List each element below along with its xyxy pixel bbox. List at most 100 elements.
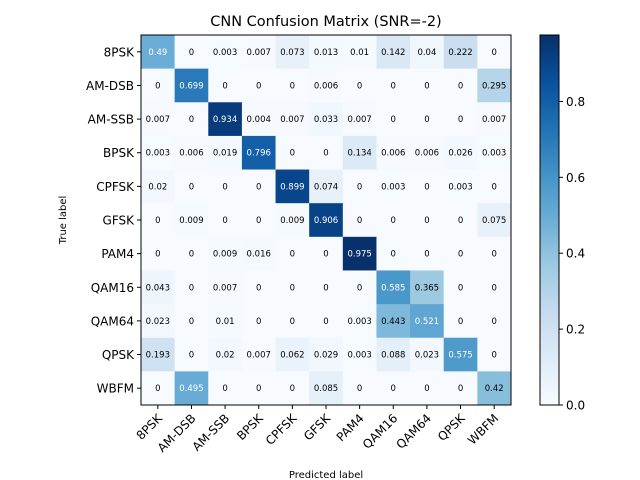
cell-value-label: 0.934 (213, 115, 237, 125)
cell-value-label: 0 (256, 317, 261, 327)
heatmap-cell (376, 236, 411, 271)
cell-value-label: 0 (458, 384, 463, 394)
colorbar-tick-label: 0.2 (566, 323, 585, 337)
heatmap-cell (443, 337, 478, 372)
y-tick-label: AM-SSB (88, 113, 134, 127)
y-axis-ticks: 8PSK AM-DSB AM-SSB BPSK CPFSK GFSK PAM4 QAM16 QA… (86, 45, 141, 396)
cell-value-label: 0 (491, 317, 496, 327)
heatmap-cell (477, 102, 512, 137)
cell-value-label: 0 (357, 384, 362, 394)
cell-value-label: 0 (189, 48, 194, 58)
cell-value-label: 0 (323, 149, 328, 159)
heatmap-cell (309, 68, 344, 103)
cell-value-label: 0.42 (485, 384, 504, 394)
cell-value-label: 0 (391, 216, 396, 226)
heatmap-cell (275, 35, 310, 70)
cell-value-label: 0.075 (482, 216, 506, 226)
cell-value-label: 0.007 (213, 283, 237, 293)
heatmap-cell (309, 270, 344, 305)
heatmap-cell (208, 337, 243, 372)
heatmap-cell (376, 337, 411, 372)
cell-value-label: 0 (424, 384, 429, 394)
heatmap-cell (241, 304, 277, 339)
cell-value-label: 0.007 (347, 115, 371, 125)
heatmap-cell (443, 68, 478, 103)
cell-value-label: 0 (357, 216, 362, 226)
cell-value-label: 0 (290, 283, 295, 293)
heatmap-cell (208, 135, 243, 171)
cell-value-label: 0 (323, 250, 328, 260)
cell-value-label: 0 (458, 250, 463, 260)
cell-value-label: 0.003 (448, 182, 472, 192)
heatmap-cell (342, 236, 377, 271)
heatmap-cell (376, 169, 411, 204)
cell-value-label: 0 (357, 81, 362, 91)
heatmap-cell (174, 68, 209, 103)
x-tick-label: CPFSK (263, 410, 300, 447)
cell-value-label: 0 (458, 317, 463, 327)
cell-value-label: 0.04 (417, 48, 436, 58)
cell-value-label: 0.074 (314, 182, 338, 192)
heatmap-cell (241, 135, 277, 171)
heatmap-cell (241, 35, 277, 70)
cell-value-label: 0.01 (216, 317, 235, 327)
cell-value-label: 0.003 (146, 149, 170, 159)
heatmap-cell (410, 371, 445, 406)
cell-value-label: 0 (391, 115, 396, 125)
heatmap-cell (309, 337, 344, 372)
heatmap-cell (376, 203, 411, 238)
cell-value-label: 0.006 (381, 149, 405, 159)
cell-value-label: 0 (391, 81, 396, 91)
cell-value-label: 0.003 (381, 182, 405, 192)
y-tick-label: CPFSK (96, 180, 135, 194)
heatmap-cell (342, 169, 377, 204)
cell-value-label: 0 (391, 250, 396, 260)
heatmap-cell (376, 371, 411, 406)
heatmap-cell (477, 35, 512, 70)
cell-value-label: 0.013 (314, 48, 338, 58)
heatmap-cell (477, 203, 512, 238)
heatmap-cell (141, 236, 176, 271)
heatmap-cell (208, 304, 243, 339)
cell-value-label: 0.009 (213, 250, 237, 260)
x-tick-label: AM-SSB (190, 411, 233, 454)
cell-value-label: 0.142 (381, 48, 405, 58)
cell-value-label: 0.899 (280, 182, 304, 192)
heatmap-cell (241, 236, 277, 271)
cell-value-label: 0.043 (146, 283, 170, 293)
heatmap-cell (141, 371, 176, 406)
cell-value-label: 0.085 (314, 384, 338, 394)
heatmap-cell (241, 270, 277, 305)
cell-value-label: 0 (256, 81, 261, 91)
cell-value-label: 0 (357, 283, 362, 293)
cell-value-label: 0.134 (347, 149, 371, 159)
cell-value-label: 0.006 (179, 149, 203, 159)
heatmap-cell (174, 371, 209, 406)
heatmap-cell (241, 169, 277, 204)
cell-value-label: 0 (391, 384, 396, 394)
cell-value-label: 0.062 (280, 351, 304, 361)
heatmap-cell (410, 102, 445, 137)
y-tick-label: AM-DSB (86, 79, 134, 93)
colorbar-frame (539, 34, 560, 406)
cell-value-label: 0.575 (448, 351, 472, 361)
y-tick-label: BPSK (103, 146, 135, 160)
x-axis-title: Predicted label (289, 470, 363, 480)
cell-value-label: 0 (323, 283, 328, 293)
heatmap-cell (208, 203, 243, 238)
cell-value-label: 0.585 (381, 283, 405, 293)
heatmap-cell (141, 169, 176, 204)
heatmap-cell (208, 35, 243, 70)
heatmap-cell (477, 304, 512, 339)
heatmap-cell (141, 337, 176, 372)
cell-value-label: 0.019 (213, 149, 237, 159)
cell-value-label: 0.796 (247, 149, 271, 159)
x-tick-label: QAM16 (360, 411, 401, 452)
heatmap-cell (309, 304, 344, 339)
heatmap-cell (275, 371, 310, 406)
cell-value-label: 0 (189, 351, 194, 361)
heatmap-cell (309, 35, 344, 70)
cell-value-label: 0.006 (415, 149, 439, 159)
heatmap-cell (443, 169, 478, 204)
heatmap-cell (443, 35, 478, 70)
